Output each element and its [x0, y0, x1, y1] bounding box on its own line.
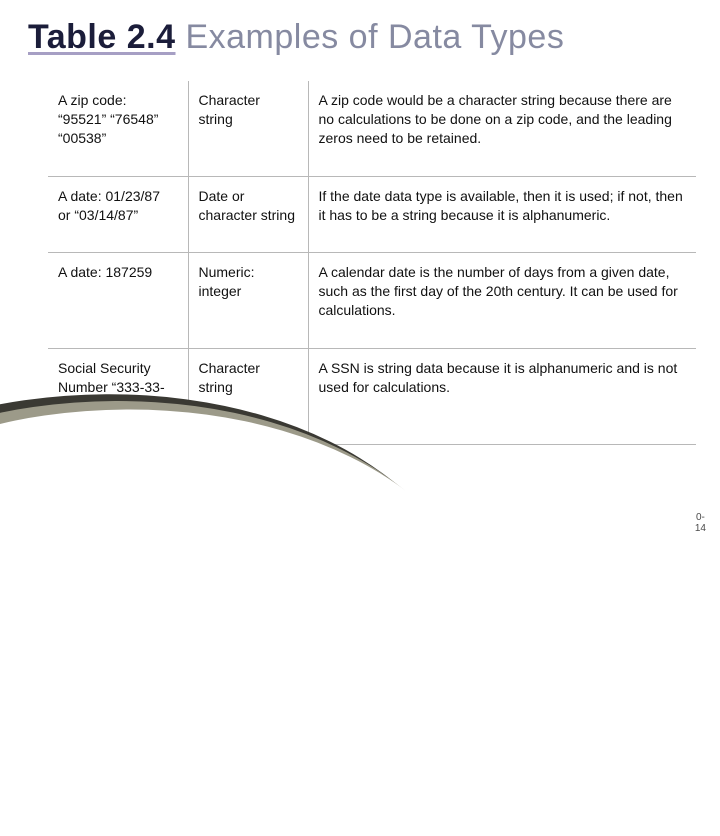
cell-example: A zip code: “95521” “76548” “00538” [48, 81, 188, 176]
cell-explanation: A calendar date is the number of days fr… [308, 253, 696, 349]
cell-datatype: Character string [188, 349, 308, 445]
cell-explanation: A SSN is string data because it is alpha… [308, 349, 696, 445]
cell-example: A date: 01/23/87 or “03/14/87” [48, 176, 188, 253]
cell-example: A date: 187259 [48, 253, 188, 349]
page-number-bottom: 14 [695, 523, 706, 534]
cell-explanation: A zip code would be a character string b… [308, 81, 696, 176]
slide-title: Table 2.4 Examples of Data Types [0, 0, 720, 65]
cell-datatype: Date or character string [188, 176, 308, 253]
cell-explanation: If the date data type is available, then… [308, 176, 696, 253]
title-rest: Examples of Data Types [176, 18, 565, 56]
page-number: 0- 14 [695, 512, 706, 534]
title-strong: Table 2.4 [28, 18, 176, 56]
data-types-table-wrap: A zip code: “95521” “76548” “00538” Char… [0, 81, 720, 445]
cell-datatype: Numeric: integer [188, 253, 308, 349]
table-row: A date: 01/23/87 or “03/14/87” Date or c… [48, 176, 696, 253]
table-row: A zip code: “95521” “76548” “00538” Char… [48, 81, 696, 176]
data-types-table: A zip code: “95521” “76548” “00538” Char… [48, 81, 696, 445]
page-number-top: 0- [695, 512, 706, 523]
cell-example: Social Security Number “333-33-3333” [48, 349, 188, 445]
table-row: A date: 187259 Numeric: integer A calend… [48, 253, 696, 349]
table-row: Social Security Number “333-33-3333” Cha… [48, 349, 696, 445]
cell-datatype: Character string [188, 81, 308, 176]
